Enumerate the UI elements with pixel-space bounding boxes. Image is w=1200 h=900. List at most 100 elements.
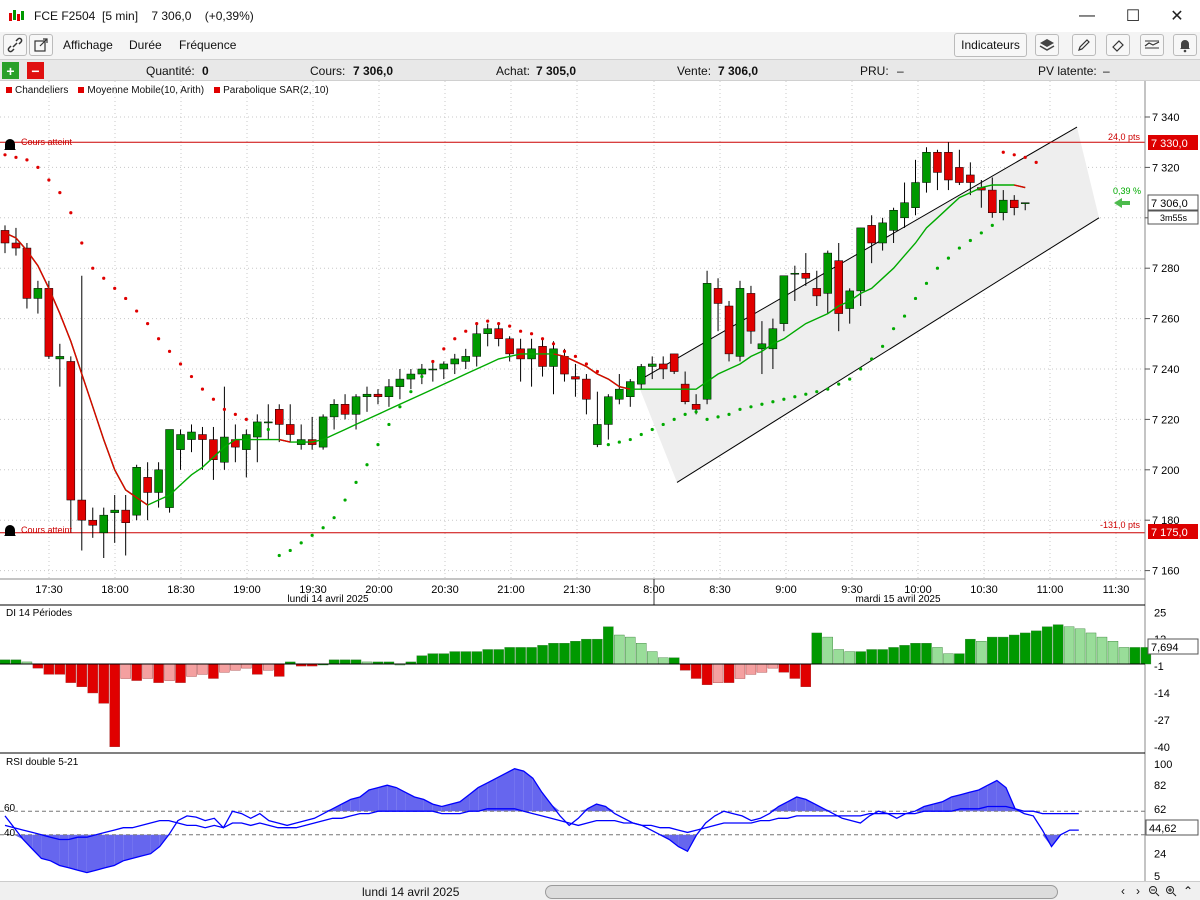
price-tick-label: 7 200 xyxy=(1152,465,1180,477)
legend-ma[interactable]: Moyenne Mobile(10, Arith) xyxy=(78,85,204,96)
alert-upper-tag[interactable] xyxy=(1148,135,1198,150)
di-bar xyxy=(833,649,844,665)
alert-button[interactable] xyxy=(1173,34,1197,56)
di-bar xyxy=(1085,632,1097,665)
zoom-in-button[interactable] xyxy=(1164,884,1178,898)
candle-body xyxy=(373,393,383,397)
di-tick-label: 25 xyxy=(1154,607,1166,619)
increase-quantity-button[interactable]: + xyxy=(2,62,19,79)
candle-body xyxy=(878,222,887,244)
di-bar xyxy=(482,649,493,665)
alert-lower-tag[interactable] xyxy=(1148,524,1198,539)
legend-candles[interactable]: Chandeliers xyxy=(6,85,68,96)
countdown-tag xyxy=(1147,210,1199,225)
indicator-style-button[interactable] xyxy=(1140,34,1164,56)
zoom-out-button[interactable] xyxy=(1147,884,1161,898)
candle-body xyxy=(856,227,865,292)
di-bar xyxy=(493,649,504,665)
menu-affichage[interactable]: Affichage xyxy=(63,38,113,52)
chart-area[interactable]: Cours atteint Cours atteint 24,0 pts -13… xyxy=(0,81,1200,881)
rsi-overbought-fill xyxy=(396,787,406,812)
di-bar xyxy=(1118,647,1130,665)
ma-swatch xyxy=(78,87,85,93)
candle-body xyxy=(417,368,427,375)
rsi-ref-label-40: 40 xyxy=(4,828,16,839)
di-bar xyxy=(1140,647,1152,665)
ma-segment-down xyxy=(597,373,609,380)
candle-body xyxy=(922,152,931,183)
quantity-label: Quantité: xyxy=(146,64,195,78)
legend-sar[interactable]: Parabolique SAR(2, 10) xyxy=(214,85,329,96)
rsi-oversold-fill xyxy=(669,834,679,847)
scroll-thumb[interactable] xyxy=(545,885,1058,899)
alert-lower-price: 7 175,0 xyxy=(1151,527,1188,539)
rsi-overbought-fill xyxy=(496,773,506,812)
candle-body xyxy=(637,366,646,385)
di-bar xyxy=(43,663,55,675)
alert-upper-marker[interactable]: Cours atteint xyxy=(4,137,73,150)
candle-body xyxy=(812,288,822,297)
sar-dot xyxy=(486,319,490,323)
sar-dot xyxy=(661,422,665,427)
rsi-oversold-fill xyxy=(150,834,160,854)
draw-button[interactable] xyxy=(1072,34,1096,56)
rsi-overbought-fill xyxy=(478,782,488,812)
candle-body xyxy=(1020,202,1030,204)
scroll-left-button[interactable]: ‹ xyxy=(1116,884,1130,898)
sar-dot xyxy=(924,281,929,285)
scroll-right-button[interactable]: › xyxy=(1131,884,1145,898)
candle-body xyxy=(593,424,602,445)
layers-button[interactable] xyxy=(1035,34,1059,56)
menu-frequence[interactable]: Fréquence xyxy=(179,38,237,52)
legend-sar-label: Parabolique SAR(2, 10) xyxy=(223,84,329,96)
sar-dot xyxy=(804,392,808,396)
di-bar xyxy=(1052,624,1064,665)
rsi-oversold-fill xyxy=(96,834,106,871)
ma-segment-down xyxy=(575,360,587,368)
rsi-oversold-fill xyxy=(1042,834,1052,847)
candle-body xyxy=(691,404,701,410)
maximize-button[interactable]: ☐ xyxy=(1110,0,1156,32)
time-tick-label: 20:30 xyxy=(431,584,459,596)
day2-label: mardi 15 avril 2025 xyxy=(855,594,940,605)
sar-dot xyxy=(979,231,983,235)
rsi-oversold-fill xyxy=(59,834,69,868)
di-bar xyxy=(679,663,691,671)
trend-channel-lower[interactable] xyxy=(676,217,1100,483)
pencil-icon xyxy=(1078,39,1090,51)
close-button[interactable]: ✕ xyxy=(1154,0,1200,32)
candle-body xyxy=(779,275,789,324)
chevron-left-icon: ‹ xyxy=(1121,884,1125,898)
eraser-button[interactable] xyxy=(1106,34,1130,56)
toolbar: Affichage Durée Fréquence Indicateurs xyxy=(0,32,1200,59)
candle-body xyxy=(110,509,119,513)
time-scrollbar[interactable]: lundi 14 avril 2025 ‹ › ⌃ xyxy=(0,881,1200,900)
sar-dot xyxy=(694,410,698,414)
sar-dot xyxy=(398,405,402,409)
detach-window-button[interactable] xyxy=(29,34,53,56)
sar-dot xyxy=(25,158,29,162)
rsi-overbought-fill xyxy=(369,787,379,812)
minimize-button[interactable]: — xyxy=(1064,0,1110,32)
di-bar xyxy=(976,641,987,665)
sar-dot xyxy=(881,344,885,348)
candle-body xyxy=(242,434,251,450)
di-bar xyxy=(438,653,449,665)
decrease-quantity-button[interactable]: − xyxy=(27,62,44,79)
menu-duree[interactable]: Durée xyxy=(129,38,162,52)
sar-dot xyxy=(266,427,270,432)
di-bar xyxy=(910,643,921,665)
alert-lower-marker[interactable]: Cours atteint xyxy=(4,525,73,536)
di-bar xyxy=(153,663,164,683)
time-axis: 17:30 18:00 18:30 19:00 19:30 20:00 20:30 21:00… xyxy=(35,584,1129,596)
collapse-button[interactable]: ⌃ xyxy=(1181,884,1195,898)
time-tick-label: 9:00 xyxy=(775,584,796,596)
buy-value: 7 305,0 xyxy=(536,64,577,78)
indicators-button[interactable]: Indicateurs xyxy=(954,33,1027,57)
sar-dot xyxy=(628,437,632,442)
di-bar xyxy=(54,663,66,675)
di-bar xyxy=(504,647,515,665)
rsi-oversold-fill xyxy=(32,834,42,859)
di-bar xyxy=(570,641,581,665)
link-button[interactable] xyxy=(3,34,27,56)
